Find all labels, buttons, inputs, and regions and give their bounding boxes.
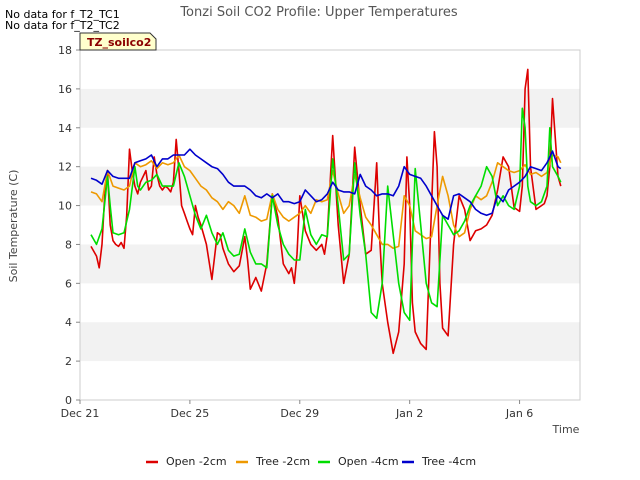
series-line-tree-4cm: [90, 148, 562, 220]
y-tick-label: 2: [65, 355, 72, 368]
y-tick-label: 0: [65, 394, 72, 407]
legend-label: Tree -2cm: [255, 455, 310, 468]
tag-label: TZ_soilco2: [87, 36, 151, 49]
series-line-open-2cm: [90, 68, 562, 355]
y-axis-ticks: 0 2 4 6 8 10 12 14 16 18: [58, 44, 80, 407]
series-lines: [90, 68, 562, 355]
y-tick-label: 18: [58, 44, 72, 57]
legend-label: Tree -4cm: [421, 455, 476, 468]
x-axis-ticks: Dec 21 Dec 25 Dec 29 Jan 2 Jan 6: [61, 400, 533, 420]
y-tick-label: 6: [65, 277, 72, 290]
no-data-note-2: No data for f_T2_TC2: [5, 19, 120, 32]
series-line-open-4cm: [90, 107, 562, 322]
x-axis-label: Time: [552, 423, 580, 436]
y-tick-label: 14: [58, 122, 72, 135]
grid-band: [80, 88, 580, 128]
grid-band: [80, 244, 580, 284]
x-tick-label: Jan 2: [395, 407, 423, 420]
y-tick-label: 4: [65, 316, 72, 329]
series-line-tree-2cm: [90, 154, 562, 250]
no-data-note-1: No data for f_T2_TC1: [5, 8, 120, 21]
x-tick-label: Dec 29: [280, 407, 319, 420]
legend: Open -2cm Tree -2cm Open -4cm Tree -4cm: [146, 455, 476, 468]
legend-label: Open -2cm: [166, 455, 227, 468]
y-tick-label: 10: [58, 200, 72, 213]
tag-box: TZ_soilco2: [79, 32, 157, 51]
y-tick-label: 16: [58, 83, 72, 96]
tag-box-bg: [79, 32, 157, 51]
y-tick-label: 8: [65, 238, 72, 251]
grid-band: [80, 322, 580, 362]
y-axis-label: Soil Temperature (C): [7, 170, 20, 283]
x-tick-label: Jan 6: [505, 407, 533, 420]
y-tick-label: 12: [58, 161, 72, 174]
x-tick-label: Dec 21: [61, 407, 100, 420]
grid-bands: [80, 88, 580, 362]
x-tick-label: Dec 25: [170, 407, 209, 420]
legend-label: Open -4cm: [338, 455, 399, 468]
chart-title: Tonzi Soil CO2 Profile: Upper Temperatur…: [179, 5, 458, 20]
plot-frame: [79, 49, 581, 401]
